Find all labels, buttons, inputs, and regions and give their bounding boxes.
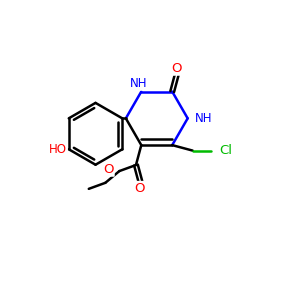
- Text: O: O: [103, 163, 114, 176]
- Text: NH: NH: [195, 112, 212, 125]
- Text: O: O: [171, 62, 182, 75]
- Text: HO: HO: [49, 143, 67, 156]
- Text: Cl: Cl: [219, 144, 232, 157]
- Text: O: O: [134, 182, 145, 194]
- Text: NH: NH: [130, 77, 148, 90]
